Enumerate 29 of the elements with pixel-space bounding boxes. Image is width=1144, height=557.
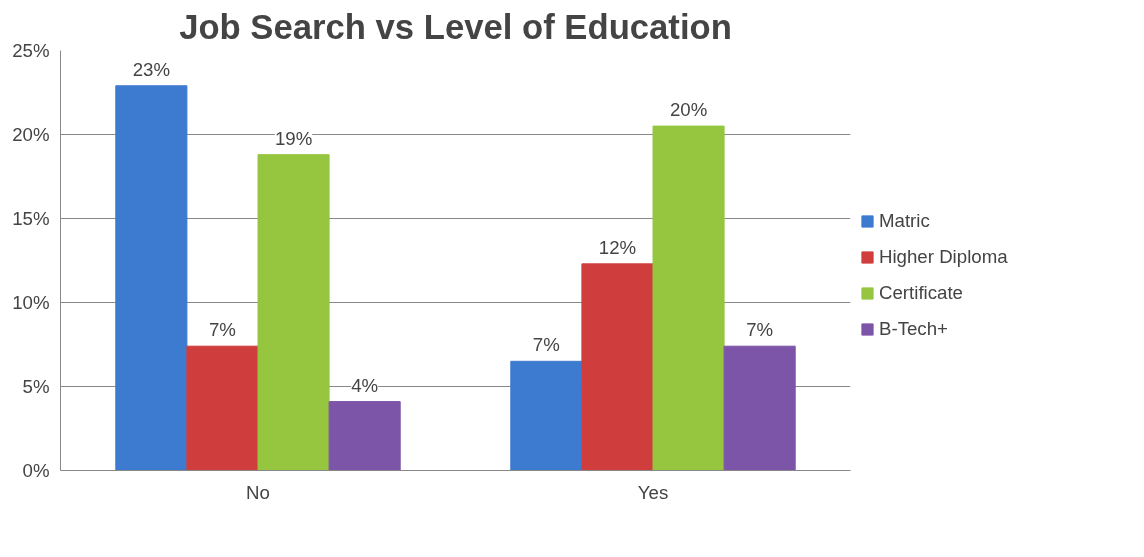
y-tick-label: 5% xyxy=(22,376,50,397)
legend-label: Higher Diploma xyxy=(879,246,1008,268)
data-label: 20% xyxy=(669,99,708,121)
legend-label: B-Tech+ xyxy=(879,318,948,340)
data-label: 7% xyxy=(532,334,560,356)
data-label: 7% xyxy=(746,319,774,341)
bar xyxy=(257,154,330,471)
legend-label: Certificate xyxy=(879,282,963,304)
bar xyxy=(723,345,796,471)
data-label: 23% xyxy=(132,58,171,80)
legend-label: Matric xyxy=(879,210,930,232)
y-tick-label: 15% xyxy=(12,208,50,229)
data-label: 12% xyxy=(598,236,637,258)
bar xyxy=(115,85,188,471)
bar xyxy=(328,401,401,471)
data-label: 19% xyxy=(274,127,313,149)
data-label: 7% xyxy=(208,319,236,341)
data-label: 4% xyxy=(351,374,379,396)
chart-title: Job Search vs Level of Education xyxy=(179,7,732,46)
bar xyxy=(581,263,654,471)
y-tick-label: 25% xyxy=(12,40,50,61)
y-tick-label: 10% xyxy=(12,292,50,313)
x-tick-label: Yes xyxy=(637,481,669,503)
y-tick-label: 20% xyxy=(12,124,50,145)
x-tick-label: No xyxy=(246,481,270,503)
bar xyxy=(186,345,259,471)
y-tick-label: 0% xyxy=(22,460,50,481)
bar xyxy=(510,360,583,471)
bar xyxy=(652,125,725,471)
